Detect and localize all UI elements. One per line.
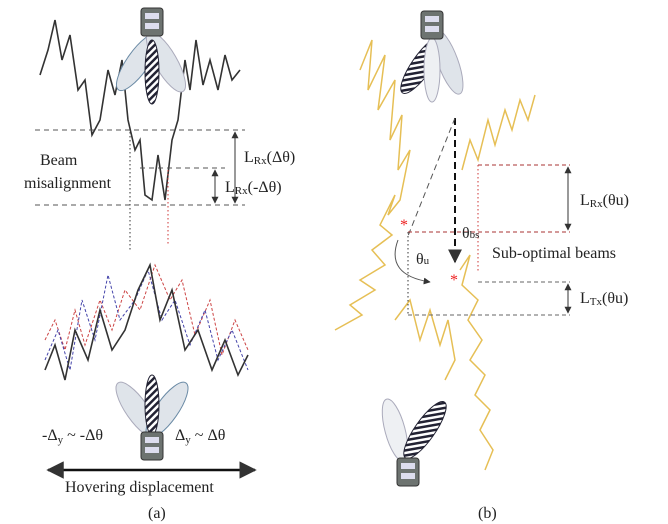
caption: (a) xyxy=(148,505,166,522)
text: (θu) xyxy=(603,192,629,209)
text: u xyxy=(424,255,430,267)
uav xyxy=(141,432,163,460)
signal xyxy=(335,40,410,330)
label: Beam xyxy=(40,152,78,169)
beam-lobe xyxy=(145,40,159,104)
text: ~ Δθ xyxy=(191,427,226,444)
uav xyxy=(421,11,443,39)
text: (θu) xyxy=(602,290,628,307)
text: -Δ xyxy=(42,427,58,444)
marker: * xyxy=(450,272,458,289)
text: L xyxy=(580,192,590,209)
uav xyxy=(397,458,419,486)
label: θbs xyxy=(462,225,479,242)
label: Sub-optimal beams xyxy=(492,245,616,262)
signal xyxy=(45,265,248,380)
text: (-Δθ) xyxy=(248,179,282,196)
signal xyxy=(460,255,493,470)
beam-lobe xyxy=(424,38,440,102)
label: LTx(θu) xyxy=(580,290,628,308)
marker: * xyxy=(400,217,408,234)
signal xyxy=(45,270,248,370)
label: misalignment xyxy=(24,175,112,192)
text: bs xyxy=(470,229,480,241)
label: Hovering displacement xyxy=(65,479,214,496)
text: (Δθ) xyxy=(267,149,296,166)
label: LRx(-Δθ) xyxy=(225,179,282,197)
figure: Beam misalignment LRx(Δθ) LRx(-Δθ) -Δy ~… xyxy=(0,0,668,524)
panel-b: * * LRx(θu) θbs θu Sub-optimal beams LTx… xyxy=(335,11,629,522)
signal xyxy=(395,300,455,380)
caption: (b) xyxy=(478,505,497,522)
label: -Δy ~ -Δθ xyxy=(42,427,103,446)
text: L xyxy=(580,290,590,307)
text: Δ xyxy=(175,427,185,444)
text: Rx xyxy=(590,198,603,210)
text: L xyxy=(244,149,254,166)
text: θ xyxy=(462,225,470,242)
label: θu xyxy=(416,251,430,268)
panel-a: Beam misalignment LRx(Δθ) LRx(-Δθ) -Δy ~… xyxy=(24,8,295,522)
text: Rx xyxy=(235,185,248,197)
label: LRx(Δθ) xyxy=(244,149,295,167)
signal xyxy=(45,265,248,355)
beam-lobe xyxy=(145,375,159,435)
text: θ xyxy=(416,251,424,268)
signal xyxy=(462,95,535,170)
text: Rx xyxy=(254,155,267,167)
dashed-line xyxy=(408,118,455,236)
label: LRx(θu) xyxy=(580,192,629,210)
text: L xyxy=(225,179,235,196)
label: Δy ~ Δθ xyxy=(175,427,225,446)
guide-lines xyxy=(408,165,570,315)
text: Tx xyxy=(590,296,603,308)
text: ~ -Δθ xyxy=(63,427,103,444)
uav xyxy=(141,8,163,36)
